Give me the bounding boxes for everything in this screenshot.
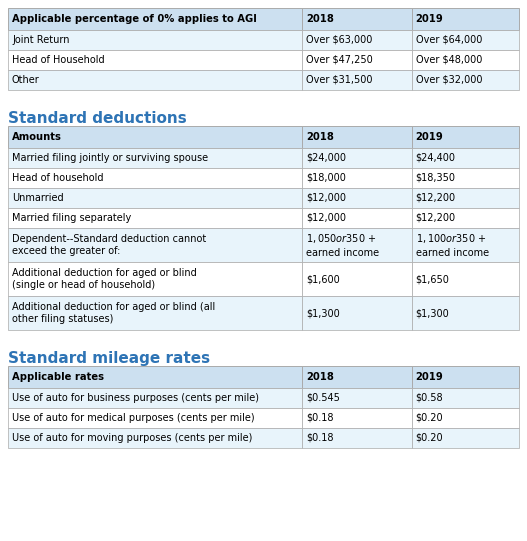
Bar — [302, 262, 412, 296]
Bar — [8, 408, 302, 428]
Text: $24,000: $24,000 — [306, 153, 346, 163]
Bar — [412, 428, 519, 448]
Bar — [8, 188, 302, 208]
Bar — [302, 8, 412, 30]
Text: $1,300: $1,300 — [416, 308, 450, 318]
Text: $0.545: $0.545 — [306, 393, 340, 403]
Text: Standard mileage rates: Standard mileage rates — [8, 351, 210, 366]
Text: Additional deduction for aged or blind (all
other filing statuses): Additional deduction for aged or blind (… — [12, 302, 215, 324]
Text: $0.18: $0.18 — [306, 413, 333, 423]
Bar — [412, 366, 519, 388]
Bar — [8, 168, 302, 188]
Text: Over $31,500: Over $31,500 — [306, 75, 372, 85]
Text: 2019: 2019 — [416, 14, 443, 24]
Bar — [412, 296, 519, 330]
Bar — [8, 30, 302, 50]
Text: $12,200: $12,200 — [416, 193, 456, 203]
Text: Over $64,000: Over $64,000 — [416, 35, 482, 45]
Bar — [302, 408, 412, 428]
Bar — [412, 8, 519, 30]
Bar — [302, 168, 412, 188]
Bar — [8, 428, 302, 448]
Text: Dependent--Standard deduction cannot
exceed the greater of:: Dependent--Standard deduction cannot exc… — [12, 234, 206, 256]
Bar — [302, 126, 412, 148]
Text: $1,050 or $350 +
earned income: $1,050 or $350 + earned income — [306, 232, 379, 258]
Bar — [302, 50, 412, 70]
Bar — [302, 148, 412, 168]
Text: $0.20: $0.20 — [416, 413, 443, 423]
Bar — [302, 428, 412, 448]
Text: Applicable rates: Applicable rates — [12, 372, 104, 382]
Text: $1,600: $1,600 — [306, 274, 339, 284]
Bar — [412, 228, 519, 262]
Bar — [8, 296, 302, 330]
Text: $1,300: $1,300 — [306, 308, 339, 318]
Bar — [8, 126, 302, 148]
Bar — [302, 30, 412, 50]
Bar — [8, 50, 302, 70]
Text: $18,000: $18,000 — [306, 173, 346, 183]
Bar — [412, 70, 519, 90]
Bar — [8, 208, 302, 228]
Text: $1,650: $1,650 — [416, 274, 450, 284]
Bar — [302, 366, 412, 388]
Text: Amounts: Amounts — [12, 132, 62, 142]
Text: Head of household: Head of household — [12, 173, 103, 183]
Text: 2018: 2018 — [306, 14, 334, 24]
Bar — [8, 148, 302, 168]
Text: Use of auto for medical purposes (cents per mile): Use of auto for medical purposes (cents … — [12, 413, 255, 423]
Bar — [8, 366, 302, 388]
Text: 2018: 2018 — [306, 372, 334, 382]
Text: $12,200: $12,200 — [416, 213, 456, 223]
Bar — [8, 70, 302, 90]
Text: Use of auto for moving purposes (cents per mile): Use of auto for moving purposes (cents p… — [12, 433, 252, 443]
Bar — [302, 70, 412, 90]
Bar — [302, 188, 412, 208]
Text: $24,400: $24,400 — [416, 153, 456, 163]
Bar — [412, 408, 519, 428]
Text: Over $63,000: Over $63,000 — [306, 35, 372, 45]
Text: Head of Household: Head of Household — [12, 55, 105, 65]
Text: Over $32,000: Over $32,000 — [416, 75, 482, 85]
Text: Joint Return: Joint Return — [12, 35, 70, 45]
Bar — [8, 8, 302, 30]
Bar — [412, 148, 519, 168]
Text: Standard deductions: Standard deductions — [8, 111, 187, 126]
Text: $1,100 or $350 +
earned income: $1,100 or $350 + earned income — [416, 232, 489, 258]
Text: $0.58: $0.58 — [416, 393, 443, 403]
Text: $0.18: $0.18 — [306, 433, 333, 443]
Bar — [412, 208, 519, 228]
Text: Over $48,000: Over $48,000 — [416, 55, 482, 65]
Bar — [302, 208, 412, 228]
Text: Married filing separately: Married filing separately — [12, 213, 131, 223]
Text: Additional deduction for aged or blind
(single or head of household): Additional deduction for aged or blind (… — [12, 268, 197, 290]
Text: 2018: 2018 — [306, 132, 334, 142]
Bar — [412, 126, 519, 148]
Bar — [8, 388, 302, 408]
Text: 2019: 2019 — [416, 132, 443, 142]
Bar — [412, 388, 519, 408]
Text: $0.20: $0.20 — [416, 433, 443, 443]
Text: $12,000: $12,000 — [306, 193, 346, 203]
Text: Over $47,250: Over $47,250 — [306, 55, 373, 65]
Text: Use of auto for business purposes (cents per mile): Use of auto for business purposes (cents… — [12, 393, 259, 403]
Text: Married filing jointly or surviving spouse: Married filing jointly or surviving spou… — [12, 153, 208, 163]
Bar — [8, 228, 302, 262]
Bar — [412, 168, 519, 188]
Text: Applicable percentage of 0% applies to AGI: Applicable percentage of 0% applies to A… — [12, 14, 257, 24]
Bar — [302, 296, 412, 330]
Bar — [8, 262, 302, 296]
Text: Other: Other — [12, 75, 40, 85]
Text: 2019: 2019 — [416, 372, 443, 382]
Text: $12,000: $12,000 — [306, 213, 346, 223]
Bar — [302, 228, 412, 262]
Bar — [412, 262, 519, 296]
Bar — [412, 30, 519, 50]
Bar — [302, 388, 412, 408]
Text: Unmarried: Unmarried — [12, 193, 64, 203]
Bar — [412, 50, 519, 70]
Text: $18,350: $18,350 — [416, 173, 456, 183]
Bar — [412, 188, 519, 208]
